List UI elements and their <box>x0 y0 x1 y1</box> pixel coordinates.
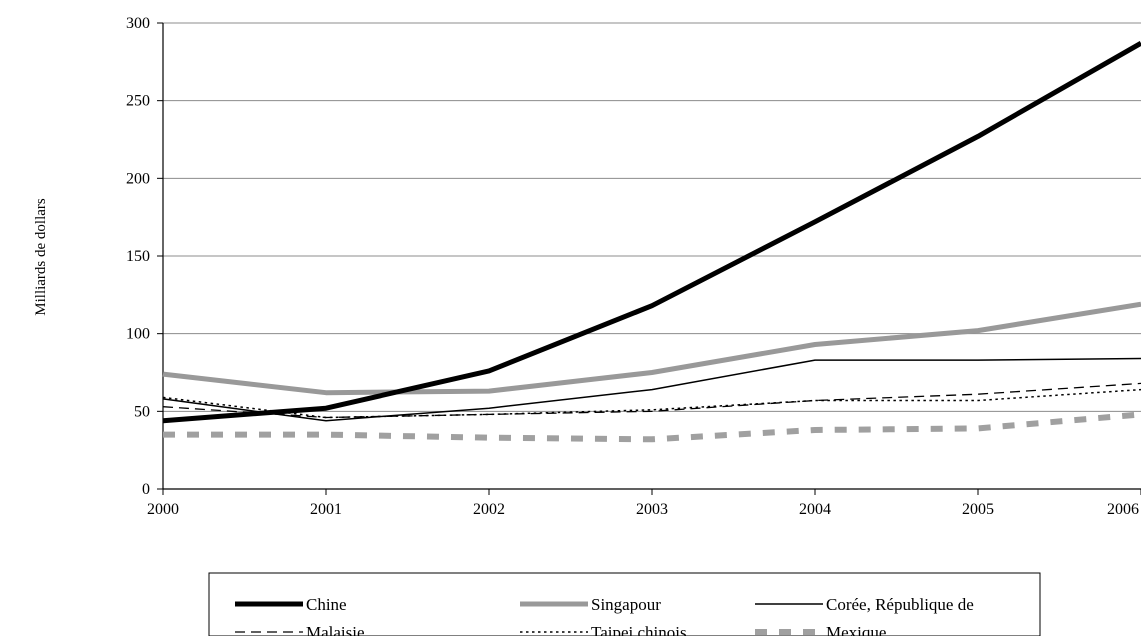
legend-box <box>208 572 1041 637</box>
x-tick-label: 2004 <box>799 501 831 518</box>
x-tick-label: 2001 <box>310 501 342 518</box>
legend-label-2: Corée, République de <box>826 595 974 614</box>
x-tick-label: 2003 <box>636 501 668 518</box>
series-line-1 <box>162 301 1141 396</box>
series-lines <box>162 41 1141 443</box>
gridlines <box>163 22 1141 412</box>
y-tick-label: 50 <box>134 403 150 420</box>
x-tick-label: 2005 <box>962 501 994 518</box>
legend-label-3: Malaisie <box>306 623 365 636</box>
x-tick-label: 2006 <box>1107 501 1139 518</box>
legend: Chine Singapour Corée, République de Malais… <box>208 572 1041 641</box>
legend-label-5: Mexique <box>826 623 886 636</box>
y-axis-title: Milliards de dollars <box>33 198 49 316</box>
y-tick-label: 250 <box>126 93 150 110</box>
y-tick-label: 100 <box>126 326 150 343</box>
y-tick-label: 200 <box>126 170 150 187</box>
y-tick-label: 0 <box>142 481 150 498</box>
y-tick-label: 150 <box>126 248 150 265</box>
x-tick-labels: 2000 2001 2002 2003 2004 2005 2006 <box>147 501 1139 518</box>
series-line-3 <box>162 382 1141 419</box>
series-line-4 <box>162 388 1141 419</box>
legend-label-0: Chine <box>306 595 347 614</box>
y-tick-labels: 0 50 100 150 200 250 300 <box>126 15 150 498</box>
legend-label-1: Singapour <box>591 595 661 614</box>
series-line-2 <box>162 357 1141 422</box>
x-tick-label: 2002 <box>473 501 505 518</box>
series-line-5 <box>163 411 1141 443</box>
x-tick-label: 2000 <box>147 501 179 518</box>
y-tick-label: 300 <box>126 15 150 32</box>
series-line-0 <box>162 41 1141 424</box>
legend-label-4: Taipei chinois <box>591 623 687 636</box>
axes <box>157 22 1141 495</box>
